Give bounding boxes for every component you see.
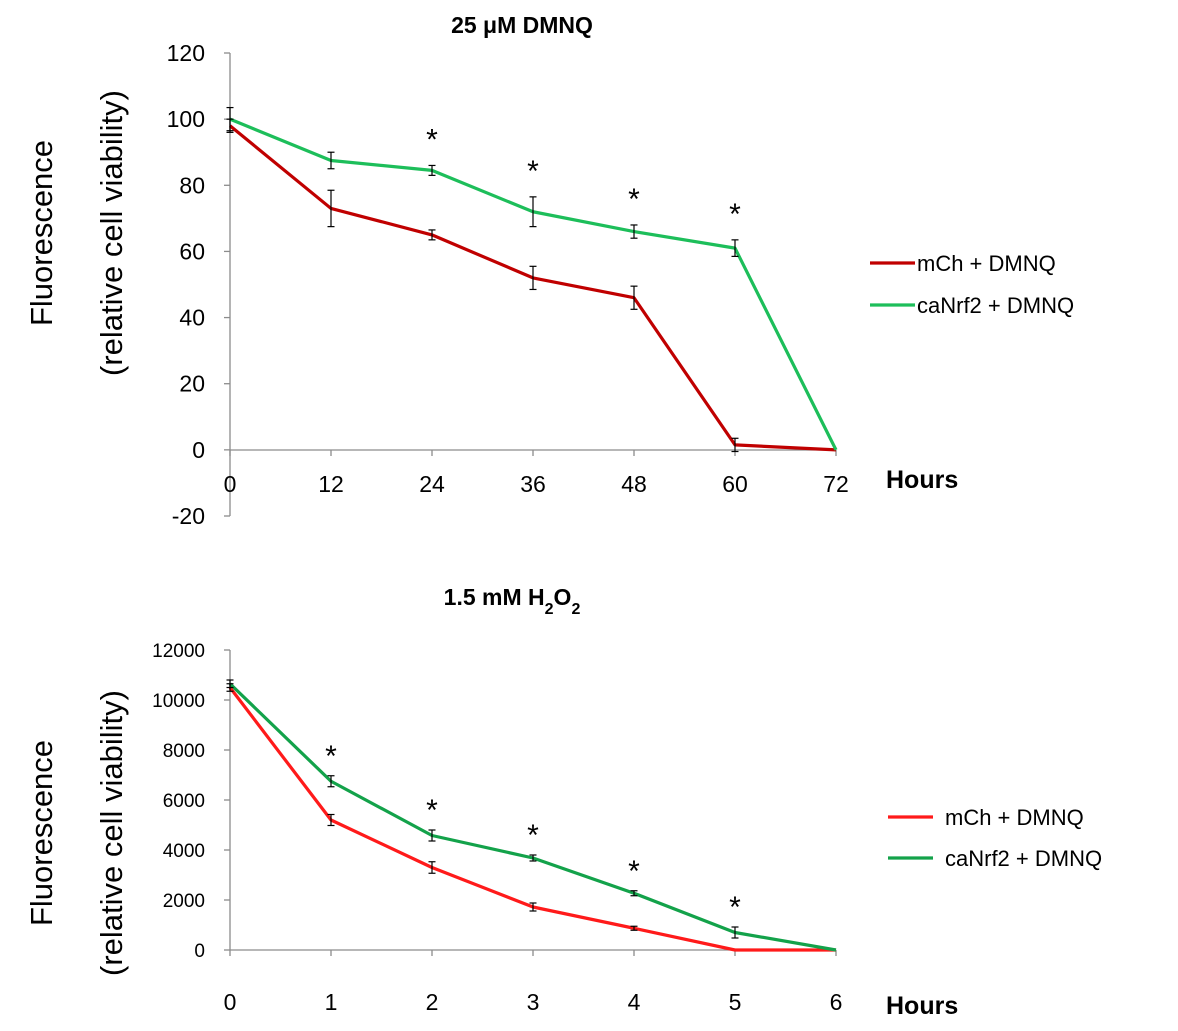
error-bar	[327, 189, 335, 228]
x-tick-label: 12	[318, 471, 344, 497]
error-bar	[428, 164, 436, 176]
error-bar	[630, 890, 638, 897]
chart-title: 1.5 mM H2O2	[444, 584, 581, 618]
error-bar	[327, 813, 335, 827]
y-tick-label: 0	[194, 941, 205, 962]
y-tick-label: 60	[179, 238, 205, 264]
x-tick-label: 24	[419, 471, 445, 497]
x-tick-label: 0	[224, 471, 237, 497]
significance-marker: *	[628, 183, 640, 216]
error-bar	[428, 861, 436, 874]
error-bar	[226, 679, 234, 689]
x-tick-label: 5	[729, 989, 742, 1015]
y-tick-label: 120	[167, 40, 205, 66]
x-tick-label: 3	[527, 989, 540, 1015]
x-axis-label: Hours	[886, 466, 958, 494]
y-tick-label: 20	[179, 371, 205, 397]
y-tick-label: 4000	[163, 841, 205, 862]
y-tick-label: 80	[179, 172, 205, 198]
error-bar	[529, 854, 537, 862]
error-bar	[731, 437, 739, 453]
x-tick-label: 48	[621, 471, 647, 497]
significance-marker: *	[527, 819, 539, 852]
y-tick-label: 100	[167, 106, 205, 132]
x-tick-label: 60	[722, 471, 748, 497]
legend-label-1: mCh + DMNQ	[945, 805, 1084, 830]
significance-marker: *	[729, 891, 741, 924]
error-bar	[731, 926, 739, 939]
error-bar	[630, 224, 638, 239]
x-tick-label: 36	[520, 471, 546, 497]
error-bar	[327, 775, 335, 788]
legend-label-2: caNrf2 + DMNQ	[917, 293, 1074, 318]
y-axis-sublabel: (relative cell viability)	[94, 690, 129, 976]
chart-1: 25 μM DMNQ -20 0 20 40 60 80 100 120 0 12 24 36 48 60 7…	[24, 12, 1074, 529]
error-bar	[327, 151, 335, 170]
error-bar	[529, 196, 537, 228]
y-tick-label: -20	[172, 503, 205, 529]
error-bar	[428, 229, 436, 241]
x-axis-label: Hours	[886, 992, 958, 1020]
error-bar	[529, 265, 537, 291]
significance-marker: *	[628, 855, 640, 888]
x-tick-label: 6	[830, 989, 843, 1015]
error-bar	[529, 902, 537, 912]
x-tick-label: 72	[823, 471, 849, 497]
y-axis-label: Fluorescence	[24, 140, 59, 326]
y-tick-label: 6000	[163, 791, 205, 812]
y-axis-sublabel: (relative cell viability)	[94, 90, 129, 376]
error-bar	[428, 829, 436, 842]
significance-marker: *	[729, 198, 741, 231]
error-bar	[731, 239, 739, 257]
chart-title: 25 μM DMNQ	[451, 12, 593, 38]
significance-marker: *	[527, 155, 539, 188]
legend-label-2: caNrf2 + DMNQ	[945, 846, 1102, 871]
significance-marker: *	[325, 740, 337, 773]
y-tick-label: 8000	[163, 741, 205, 762]
error-bar	[226, 106, 234, 132]
y-tick-label: 12000	[152, 641, 205, 662]
x-tick-label: 4	[628, 989, 641, 1015]
significance-marker: *	[426, 123, 438, 156]
y-tick-label: 10000	[152, 691, 205, 712]
x-tick-label: 0	[224, 989, 237, 1015]
significance-marker: *	[426, 794, 438, 827]
error-bar	[630, 925, 638, 931]
legend-label-1: mCh + DMNQ	[917, 251, 1056, 276]
y-tick-label: 40	[179, 305, 205, 331]
x-tick-label: 2	[426, 989, 439, 1015]
chart-2: 1.5 mM H2O2 0 2000 4000 6000 8000 10000 12000 0 1…	[24, 584, 1102, 1020]
y-axis-label: Fluorescence	[24, 740, 59, 926]
y-tick-label: 2000	[163, 891, 205, 912]
y-tick-label: 0	[192, 437, 205, 463]
x-tick-label: 1	[325, 989, 338, 1015]
error-bar	[630, 285, 638, 310]
